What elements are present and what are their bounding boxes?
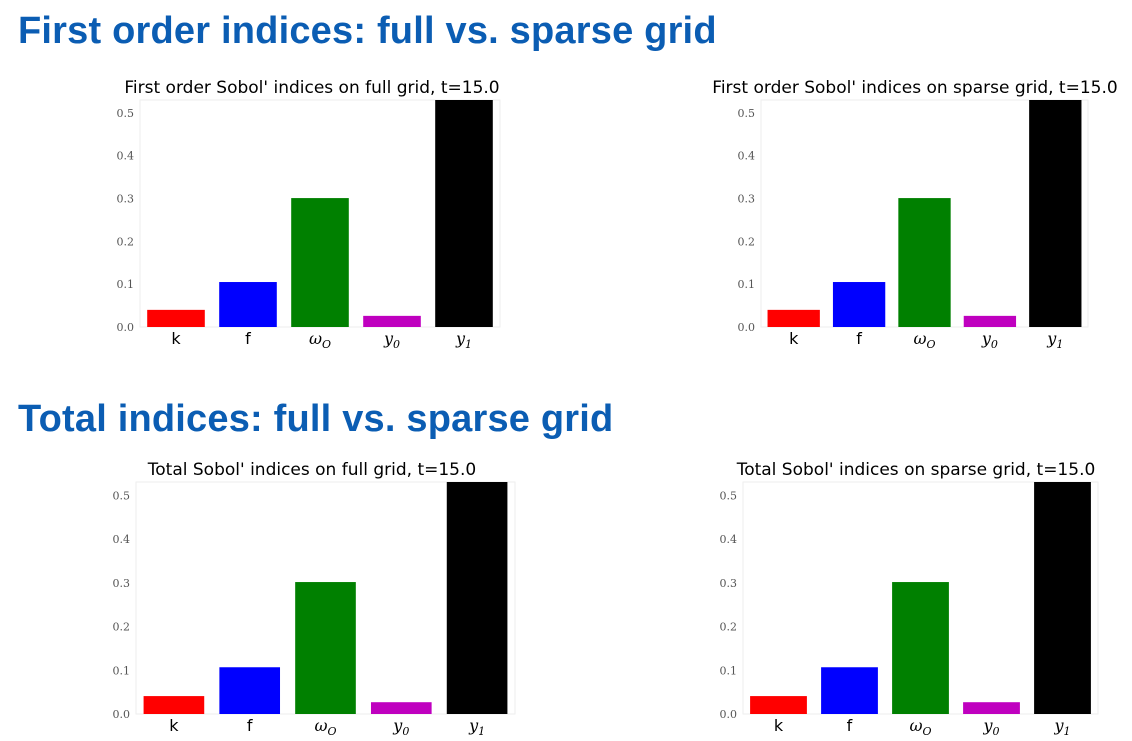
bar-k — [767, 309, 820, 327]
y-tick-label: 0.1 — [113, 664, 131, 677]
bar-y0 — [963, 702, 1020, 714]
x-tick-label-y1: y1 — [455, 329, 472, 351]
section-title-total: Total indices: full vs. sparse grid — [18, 398, 614, 440]
bar-y1 — [1029, 100, 1082, 327]
y-tick-label: 0.4 — [117, 150, 135, 163]
bar-omega_O — [291, 198, 349, 327]
y-tick-label: 0.2 — [738, 235, 756, 248]
y-tick-label: 0.3 — [738, 193, 756, 206]
bar-f — [832, 282, 886, 327]
y-tick-label: 0.1 — [117, 278, 135, 291]
bar-y1 — [1034, 482, 1091, 714]
y-tick-label: 0.0 — [738, 321, 756, 334]
bar-omega_O — [295, 582, 356, 714]
bar-y1 — [446, 482, 508, 714]
chart-first-order-sparse: First order Sobol' indices on sparse gri… — [712, 74, 1120, 364]
y-tick-label: 0.5 — [117, 107, 135, 120]
y-tick-label: 0.2 — [720, 621, 738, 634]
bar-k — [143, 696, 205, 714]
x-tick-label-omega_O: ωO — [314, 716, 336, 738]
bar-y0 — [363, 315, 421, 327]
chart-title: First order Sobol' indices on sparse gri… — [712, 78, 1117, 98]
x-tick-label-omega_O: ωO — [909, 716, 931, 738]
y-tick-label: 0.4 — [113, 533, 131, 546]
x-tick-label-y0: y0 — [392, 716, 409, 738]
x-tick-label-k: k — [169, 716, 179, 735]
chart-title: Total Sobol' indices on full grid, t=15.… — [147, 460, 476, 480]
x-tick-label-y0: y0 — [981, 329, 998, 351]
bar-k — [147, 309, 205, 327]
x-tick-label-y0: y0 — [982, 716, 999, 738]
chart-title: First order Sobol' indices on full grid,… — [124, 78, 499, 98]
y-tick-label: 0.3 — [117, 193, 135, 206]
bar-f — [219, 282, 277, 327]
chart-title: Total Sobol' indices on sparse grid, t=1… — [736, 460, 1096, 480]
x-tick-label-y1: y1 — [1046, 329, 1063, 351]
y-tick-label: 0.1 — [738, 278, 756, 291]
y-tick-label: 0.2 — [113, 621, 131, 634]
chart-total-full: Total Sobol' indices on full grid, t=15.… — [110, 460, 530, 741]
x-tick-label-omega_O: ωO — [913, 329, 935, 351]
x-tick-label-k: k — [789, 329, 799, 348]
y-tick-label: 0.5 — [720, 490, 738, 503]
chart-first-order-full: First order Sobol' indices on full grid,… — [110, 74, 510, 364]
x-tick-label-y0: y0 — [383, 329, 400, 351]
bar-k — [750, 696, 807, 714]
y-tick-label: 0.0 — [113, 708, 131, 721]
x-tick-label-f: f — [856, 329, 862, 348]
bar-omega_O — [892, 582, 949, 714]
y-tick-label: 0.2 — [117, 235, 135, 248]
x-tick-label-y1: y1 — [468, 716, 485, 738]
x-tick-label-f: f — [245, 329, 251, 348]
x-tick-label-omega_O: ωO — [309, 329, 331, 351]
y-tick-label: 0.1 — [720, 664, 738, 677]
x-tick-label-k: k — [171, 329, 181, 348]
y-tick-label: 0.5 — [113, 490, 131, 503]
y-tick-label: 0.4 — [738, 150, 756, 163]
bar-y0 — [370, 702, 432, 714]
y-tick-label: 0.3 — [720, 577, 738, 590]
y-tick-label: 0.5 — [738, 107, 756, 120]
chart-total-sparse: Total Sobol' indices on sparse grid, t=1… — [715, 460, 1120, 741]
x-tick-label-f: f — [247, 716, 253, 735]
bar-f — [821, 667, 878, 714]
y-tick-label: 0.4 — [720, 533, 738, 546]
x-tick-label-f: f — [847, 716, 853, 735]
section-title-first-order: First order indices: full vs. sparse gri… — [18, 10, 717, 52]
x-tick-label-k: k — [774, 716, 784, 735]
y-tick-label: 0.0 — [117, 321, 135, 334]
y-tick-label: 0.3 — [113, 577, 131, 590]
bar-omega_O — [898, 198, 951, 327]
bar-f — [219, 667, 281, 714]
bar-y1 — [435, 100, 493, 327]
x-tick-label-y1: y1 — [1053, 716, 1070, 738]
bar-y0 — [963, 315, 1017, 327]
y-tick-label: 0.0 — [720, 708, 738, 721]
